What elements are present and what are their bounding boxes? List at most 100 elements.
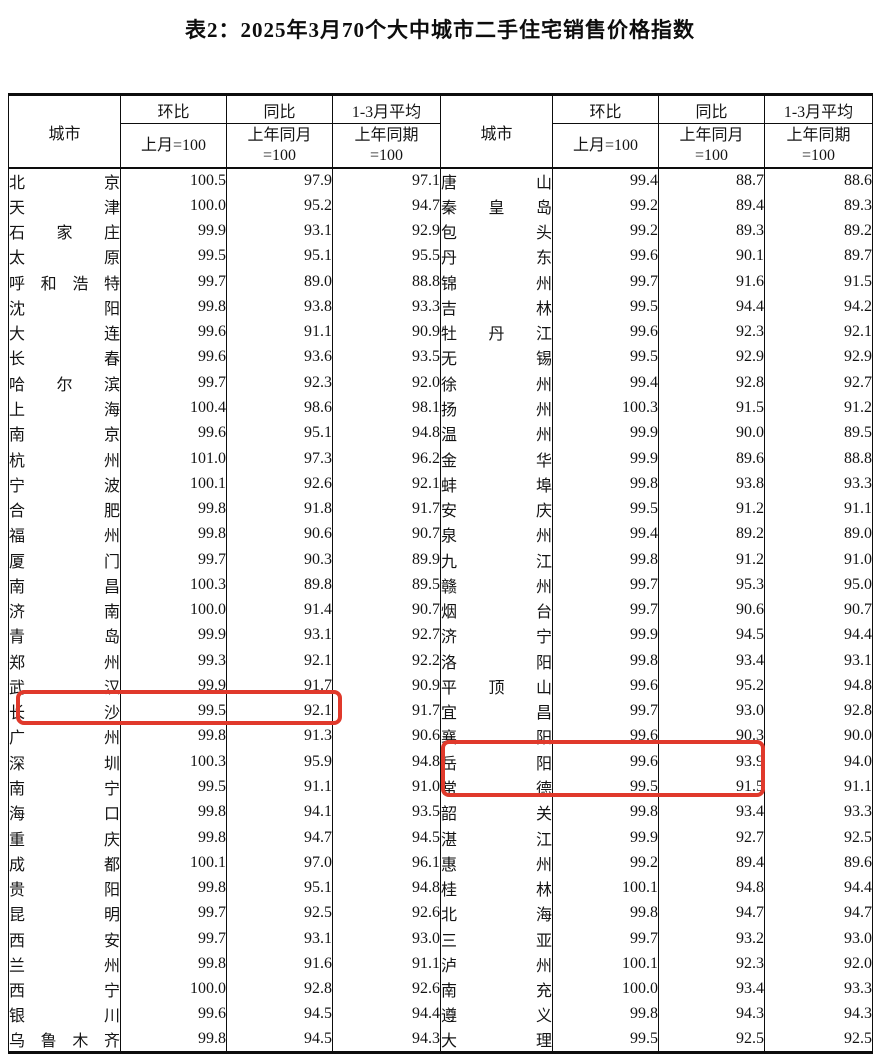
yoy-value-cell: 90.6	[658, 597, 765, 623]
avg-value-cell: 93.3	[764, 799, 873, 825]
mom-value-cell: 99.8	[120, 875, 227, 901]
avg-value-cell: 91.7	[332, 496, 441, 522]
avg-value-cell: 93.3	[764, 471, 873, 497]
yoy-value-cell: 91.1	[226, 774, 333, 800]
price-index-table: 城市 环比 同比 1-3月平均 城市 环比 同比 1-3月平均 上月=100 上…	[8, 93, 873, 1055]
mom-value-cell: 99.2	[552, 218, 659, 244]
mom-value-cell: 99.4	[552, 168, 659, 194]
city-cell: 扬州	[440, 395, 553, 421]
avg-value-cell: 91.2	[764, 395, 873, 421]
city-cell: 吉林	[440, 294, 553, 320]
yoy-value-cell: 92.1	[226, 698, 333, 724]
mom-value-cell: 99.8	[120, 951, 227, 977]
avg-value-cell: 92.6	[332, 900, 441, 926]
yoy-value-cell: 92.5	[658, 1027, 765, 1053]
mom-value-cell: 99.7	[552, 572, 659, 598]
yoy-value-cell: 89.6	[658, 445, 765, 472]
mom-sub-header-left: 上月=100	[120, 123, 227, 169]
mom-value-cell: 99.4	[552, 521, 659, 547]
avg-value-cell: 94.8	[332, 749, 441, 775]
avg-value-cell: 94.4	[764, 875, 873, 901]
city-cell: 南充	[440, 976, 553, 1002]
table-row: 重庆 99.8 94.7 94.5 湛江 99.9 92.7 92.5	[8, 824, 873, 851]
city-cell: 银川	[8, 1001, 121, 1028]
mom-value-cell: 99.9	[552, 622, 659, 649]
yoy-value-cell: 89.3	[658, 218, 765, 244]
yoy-value-cell: 95.3	[658, 572, 765, 598]
avg-value-cell: 93.0	[764, 925, 873, 952]
mom-value-cell: 99.7	[552, 269, 659, 295]
avg-value-cell: 88.8	[332, 269, 441, 295]
city-cell: 金华	[440, 445, 553, 472]
city-cell: 徐州	[440, 370, 553, 396]
city-cell: 呼和浩特	[8, 269, 121, 295]
table-row: 南昌 100.3 89.8 89.5 赣州 99.7 95.3 95.0	[8, 572, 873, 598]
table-row: 大连 99.6 91.1 90.9 牡丹江 99.6 92.3 92.1	[8, 319, 873, 345]
yoy-value-cell: 92.8	[658, 370, 765, 396]
table-row: 武汉 99.9 91.7 90.9 平顶山 99.6 95.2 94.8	[8, 673, 873, 699]
avg-value-cell: 95.5	[332, 243, 441, 270]
yoy-value-cell: 91.2	[658, 496, 765, 522]
table-body: 北京 100.5 97.9 97.1 唐山 99.4 88.7 88.6 天津 100.0 95.2…	[8, 168, 873, 1053]
yoy-value-cell: 93.0	[658, 698, 765, 724]
yoy-value-cell: 91.1	[226, 319, 333, 345]
city-cell: 兰州	[8, 951, 121, 977]
yoy-value-cell: 95.2	[226, 193, 333, 219]
yoy-value-cell: 91.7	[226, 673, 333, 699]
mom-value-cell: 99.9	[552, 824, 659, 851]
mom-value-cell: 99.6	[552, 749, 659, 775]
mom-value-cell: 100.3	[552, 395, 659, 421]
table-row: 呼和浩特 99.7 89.0 88.8 锦州 99.7 91.6 91.5	[8, 269, 873, 295]
avg-value-cell: 92.5	[764, 824, 873, 851]
city-cell: 泉州	[440, 521, 553, 547]
city-cell: 岳阳	[440, 749, 553, 775]
mom-header-right: 环比	[552, 94, 659, 124]
table-row: 哈尔滨 99.7 92.3 92.0 徐州 99.4 92.8 92.7	[8, 370, 873, 396]
avg-value-cell: 94.0	[764, 749, 873, 775]
mom-value-cell: 99.8	[552, 799, 659, 825]
avg-value-cell: 91.5	[764, 269, 873, 295]
yoy-value-cell: 95.1	[226, 420, 333, 446]
yoy-value-cell: 94.5	[658, 622, 765, 649]
avg-value-cell: 96.1	[332, 850, 441, 876]
city-cell: 襄阳	[440, 723, 553, 750]
yoy-value-cell: 92.3	[658, 319, 765, 345]
mom-value-cell: 99.8	[552, 900, 659, 926]
yoy-value-cell: 90.0	[658, 420, 765, 446]
avg-value-cell: 94.2	[764, 294, 873, 320]
table-row: 西安 99.7 93.1 93.0 三亚 99.7 93.2 93.0	[8, 925, 873, 952]
avg-value-cell: 95.0	[764, 572, 873, 598]
yoy-value-cell: 93.1	[226, 622, 333, 649]
city-cell: 乌鲁木齐	[8, 1027, 121, 1053]
avg-value-cell: 89.2	[764, 218, 873, 244]
avg-value-cell: 91.1	[764, 774, 873, 800]
yoy-value-cell: 94.8	[658, 875, 765, 901]
mom-value-cell: 99.5	[120, 774, 227, 800]
city-cell: 贵阳	[8, 875, 121, 901]
avg-value-cell: 90.7	[332, 521, 441, 547]
avg-value-cell: 92.2	[332, 648, 441, 674]
mom-value-cell: 100.3	[120, 572, 227, 598]
mom-value-cell: 99.7	[120, 546, 227, 573]
avg-value-cell: 92.8	[764, 698, 873, 724]
mom-value-cell: 99.6	[552, 723, 659, 750]
yoy-value-cell: 93.1	[226, 925, 333, 952]
mom-value-cell: 99.8	[552, 648, 659, 674]
city-cell: 西宁	[8, 976, 121, 1002]
table-row: 南京 99.6 95.1 94.8 温州 99.9 90.0 89.5	[8, 420, 873, 446]
city-cell: 天津	[8, 193, 121, 219]
yoy-value-cell: 91.6	[658, 269, 765, 295]
yoy-value-cell: 97.0	[226, 850, 333, 876]
mom-value-cell: 99.8	[120, 799, 227, 825]
table-row: 天津 100.0 95.2 94.7 秦皇岛 99.2 89.4 89.3	[8, 193, 873, 219]
yoy-value-cell: 93.6	[226, 344, 333, 371]
avg-value-cell: 94.7	[764, 900, 873, 926]
yoy-value-cell: 92.7	[658, 824, 765, 851]
avg-value-cell: 90.9	[332, 319, 441, 345]
city-cell: 安庆	[440, 496, 553, 522]
yoy-value-cell: 89.8	[226, 572, 333, 598]
mom-value-cell: 99.5	[120, 243, 227, 270]
mom-value-cell: 100.1	[552, 875, 659, 901]
mom-value-cell: 99.5	[552, 774, 659, 800]
avg-value-cell: 92.5	[764, 1027, 873, 1053]
